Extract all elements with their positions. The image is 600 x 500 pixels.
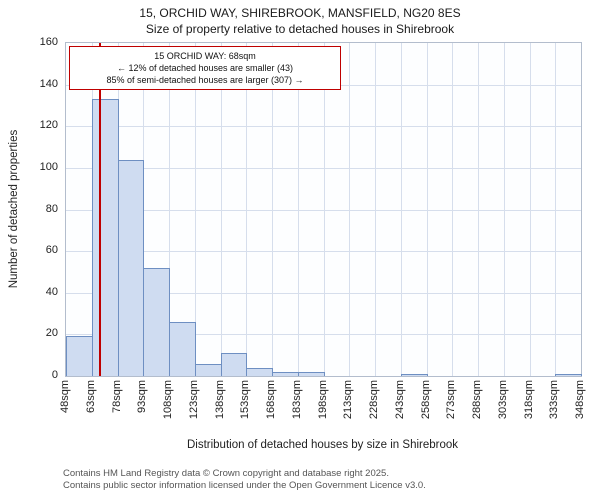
gridline-vertical <box>246 43 248 376</box>
y-tick-label: 60 <box>45 244 58 257</box>
bar <box>66 336 93 376</box>
gridline-vertical <box>297 43 299 376</box>
x-tick-label: 198sqm <box>316 380 329 420</box>
chart-header: 15, ORCHID WAY, SHIREBROOK, MANSFIELD, N… <box>0 5 600 37</box>
x-tick-label: 318sqm <box>522 380 535 420</box>
annotation-box: 15 ORCHID WAY: 68sqm ← 12% of detached h… <box>69 46 341 90</box>
chart-title: 15, ORCHID WAY, SHIREBROOK, MANSFIELD, N… <box>139 6 461 20</box>
bar <box>169 321 196 376</box>
x-tick-label: 333sqm <box>548 380 561 420</box>
y-tick-label: 20 <box>45 327 58 340</box>
bar <box>400 373 428 376</box>
bar <box>555 373 582 376</box>
x-tick-label: 243sqm <box>393 380 406 420</box>
bar <box>143 267 170 376</box>
x-tick-label: 303sqm <box>496 380 509 420</box>
property-size-marker <box>99 43 102 376</box>
gridline-vertical <box>426 43 428 376</box>
bar <box>117 159 145 376</box>
bar <box>272 371 299 376</box>
x-tick-label: 258sqm <box>419 380 432 420</box>
x-tick-label: 138sqm <box>213 380 226 420</box>
gridline-vertical <box>349 43 351 376</box>
x-tick-label: 273sqm <box>445 380 458 420</box>
plot-area: 15 ORCHID WAY: 68sqm ← 12% of detached h… <box>65 42 582 377</box>
x-axis-label: Distribution of detached houses by size … <box>186 439 459 451</box>
bar <box>220 353 248 376</box>
annotation-line2: ← 12% of detached houses are smaller (43… <box>116 63 294 73</box>
gridline-vertical <box>272 43 273 376</box>
footer-line2: Contains public sector information licen… <box>63 480 426 491</box>
gridline-vertical <box>503 43 505 376</box>
x-tick-label: 153sqm <box>239 380 252 420</box>
y-tick-label: 100 <box>39 160 58 173</box>
x-tick-label: 228sqm <box>368 380 380 420</box>
annotation-line3: 85% of semi-detached houses are larger (… <box>106 75 304 85</box>
gridline-vertical <box>529 43 531 376</box>
gridline-vertical <box>478 43 479 376</box>
bar <box>246 367 273 376</box>
x-tick-label: 168sqm <box>265 380 277 420</box>
y-tick-label: 140 <box>39 77 58 90</box>
annotation-line1: 15 ORCHID WAY: 68sqm <box>154 51 256 61</box>
x-tick-label: 108sqm <box>162 380 174 420</box>
x-tick-label: 348sqm <box>574 380 586 420</box>
gridline-vertical <box>555 43 557 376</box>
gridline-vertical <box>194 43 196 376</box>
y-tick-label: 0 <box>51 369 58 381</box>
bar <box>194 363 222 376</box>
y-tick-label: 40 <box>45 285 58 298</box>
bar <box>91 99 119 376</box>
y-tick-label: 160 <box>39 36 58 48</box>
x-tick-label: 93sqm <box>136 380 149 414</box>
gridline-vertical <box>375 43 376 376</box>
x-tick-label: 123sqm <box>187 380 200 420</box>
chart-subtitle: Size of property relative to detached ho… <box>145 22 455 36</box>
gridline-vertical <box>220 43 222 376</box>
gridline-vertical <box>323 43 325 376</box>
y-tick-label: 80 <box>45 202 58 215</box>
footer: Contains HM Land Registry data © Crown c… <box>63 468 426 492</box>
bar <box>297 371 325 376</box>
footer-line1: Contains HM Land Registry data © Crown c… <box>63 468 389 479</box>
x-tick-label: 183sqm <box>290 380 303 420</box>
x-tick-label: 78sqm <box>110 380 123 414</box>
y-tick-label: 120 <box>39 119 58 132</box>
x-tick-label: 288sqm <box>471 380 483 420</box>
x-tick-label: 213sqm <box>342 380 355 420</box>
chart: Number of detached properties 15 ORCHID … <box>0 36 600 460</box>
gridline-vertical <box>169 43 170 376</box>
x-tick-label: 48sqm <box>59 380 71 414</box>
gridline-vertical <box>400 43 402 376</box>
gridline-vertical <box>452 43 454 376</box>
x-tick-label: 63sqm <box>84 380 97 414</box>
